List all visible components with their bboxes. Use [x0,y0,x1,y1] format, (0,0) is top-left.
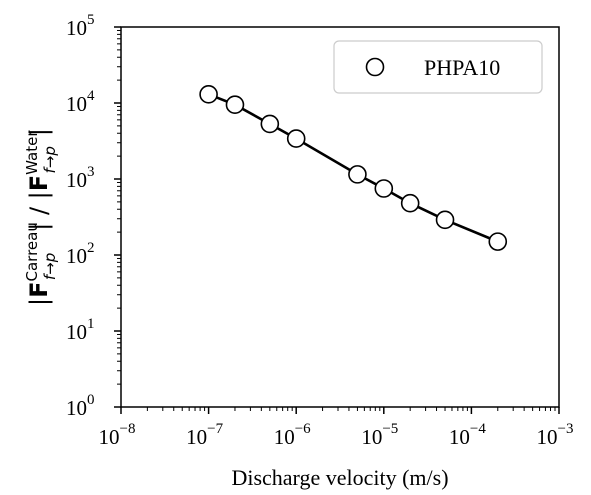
y-tick-base: 10 [66,16,87,40]
data-point [435,210,455,230]
y-tick-base: 10 [66,168,87,192]
legend-marker-icon [365,57,385,77]
x-tick-base: 10 [361,425,382,449]
x-tick-exponent: −5 [382,421,398,437]
y-tick-exponent: 1 [87,316,95,332]
y-tick-label: 104 [66,88,95,116]
y-tick-label: 103 [66,164,95,192]
ylabel-divider: / [25,199,53,222]
x-tick-exponent: −7 [207,421,223,437]
x-tick-base: 10 [99,425,120,449]
x-tick-base: 10 [449,425,470,449]
x-tick-exponent: −3 [558,421,574,437]
x-tick-base: 10 [274,425,295,449]
x-tick-exponent: −6 [295,421,311,437]
ylabel-sub: f→p [41,146,59,173]
y-tick-label: 100 [66,392,95,420]
legend-box [333,40,543,94]
y-tick-label: 101 [66,316,95,344]
x-tick-label: 10−4 [449,421,486,449]
x-tick-label: 10−5 [361,421,398,449]
y-axis-label: |FCarreauf→p| / |FWaterf→p| [23,128,59,306]
force-symbol: F [25,175,53,191]
abs-bar: | [25,223,53,231]
abs-bar: | [25,191,53,199]
ylabel-sup-water: Water [23,130,41,175]
abs-bar: | [25,298,53,306]
y-tick-exponent: 4 [87,88,95,104]
y-tick-exponent: 3 [87,164,95,180]
x-ticks: 10−8 10−7 10−6 10−5 10−4 10−3 [99,407,574,449]
x-tick-base: 10 [537,425,558,449]
x-tick-label: 10−8 [99,421,136,449]
force-symbol: F [25,281,53,297]
data-point [286,129,306,148]
y-tick-exponent: 0 [87,392,95,408]
x-tick-label: 10−6 [274,421,311,449]
y-tick-base: 10 [66,92,87,116]
data-point [348,165,367,184]
y-tick-exponent: 5 [87,12,95,28]
data-point [199,85,218,104]
legend: PHPA10 [333,40,543,94]
y-axis-label-group: |FCarreauf→p| / |FWaterf→p| [23,128,59,306]
ylabel-sub: f→p [41,253,59,280]
y-tick-label: 105 [66,12,95,40]
data-point [260,114,280,134]
y-tick-exponent: 2 [87,240,95,256]
ylabel-sup-carreau: Carreau [23,222,41,281]
x-tick-exponent: −4 [470,421,486,437]
x-axis-label: Discharge velocity (m/s) [231,465,448,490]
y-tick-base: 10 [66,396,87,420]
data-point [374,179,394,198]
data-point [225,95,245,114]
data-point [400,193,420,213]
x-tick-exponent: −8 [120,421,136,437]
y-axis-label-text: |FCarreauf→p| / |FWaterf→p| [23,128,59,306]
y-tick-label: 102 [66,240,95,268]
series-layer [199,85,508,251]
abs-bar: | [25,128,53,136]
data-point [488,232,508,251]
y-tick-base: 10 [66,244,87,268]
plot-frame [120,26,560,408]
x-tick-label: 10−3 [537,421,574,449]
y-tick-base: 10 [66,320,87,344]
x-tick-label: 10−7 [186,421,223,449]
legend-label: PHPA10 [424,55,500,80]
x-tick-base: 10 [186,425,207,449]
